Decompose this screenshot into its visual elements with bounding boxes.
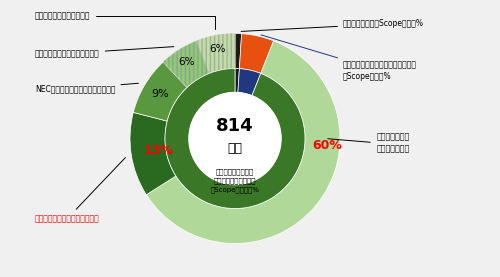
Text: 出張や物流等その他の排出: 出張や物流等その他の排出 [35, 12, 214, 29]
Text: 販売した製品の加工による排出: 販売した製品の加工による排出 [35, 47, 174, 58]
Wedge shape [165, 68, 305, 209]
Wedge shape [240, 34, 274, 73]
Wedge shape [238, 69, 261, 96]
Text: 6%: 6% [178, 57, 194, 67]
Text: 自社の直接排出（Scope１）１%: 自社の直接排出（Scope１）１% [241, 19, 424, 31]
Text: NECが出資している会社からの排出: NECが出資している会社からの排出 [35, 83, 138, 93]
Wedge shape [163, 41, 209, 88]
Text: 販売した製品の
使用による排出: 販売した製品の 使用による排出 [377, 132, 410, 153]
Wedge shape [235, 68, 240, 93]
Wedge shape [196, 34, 235, 73]
Text: 13%: 13% [144, 144, 174, 157]
Wedge shape [134, 62, 187, 121]
Text: 6%: 6% [210, 44, 226, 54]
Text: サプライチェーンの
上流・下流からの排出
（Scope３）９４%: サプライチェーンの 上流・下流からの排出 （Scope３）９４% [210, 168, 260, 193]
Circle shape [189, 93, 281, 184]
Wedge shape [146, 41, 340, 243]
Text: 購入した製品・サービスの排出: 購入した製品・サービスの排出 [35, 158, 126, 223]
Wedge shape [196, 34, 235, 73]
Text: 60%: 60% [312, 139, 342, 152]
Text: 万ｔ: 万ｔ [228, 142, 242, 155]
Text: 814: 814 [216, 117, 254, 135]
Wedge shape [235, 34, 242, 69]
Text: 電力利用などによる自社の間接排出
（Scope２）５%: 電力利用などによる自社の間接排出 （Scope２）５% [261, 35, 417, 81]
Wedge shape [130, 112, 176, 195]
Wedge shape [163, 41, 209, 88]
Text: 9%: 9% [151, 89, 168, 99]
